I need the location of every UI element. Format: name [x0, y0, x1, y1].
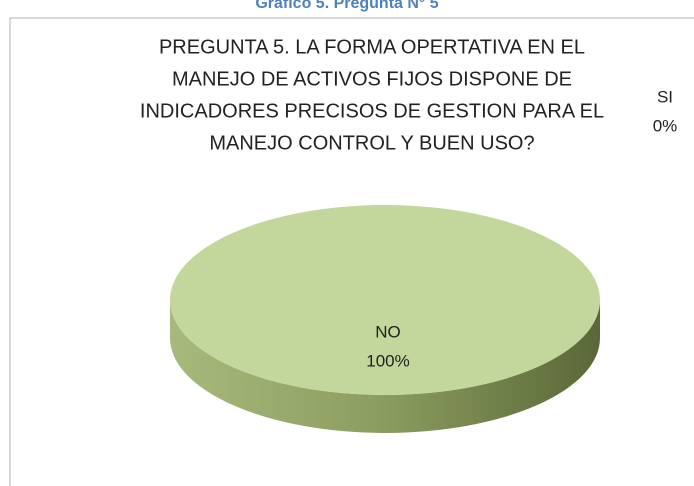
chart-title: INDICADORES PRECISOS DE GESTION PARA EL	[140, 100, 604, 122]
value-label: 0%	[653, 116, 678, 135]
caption: Gráfico 5. Pregunta N° 5	[255, 0, 438, 12]
pie-side	[170, 300, 600, 433]
category-label: SI	[657, 87, 673, 106]
category-label: NO	[375, 322, 401, 341]
pie-slice	[170, 205, 600, 395]
value-label: 100%	[366, 351, 409, 370]
chart-title: MANEJO DE ACTIVOS FIJOS DISPONE DE	[172, 68, 572, 90]
chart-title: PREGUNTA 5. LA FORMA OPERTATIVA EN EL	[159, 36, 585, 58]
chart-title: MANEJO CONTROL Y BUEN USO?	[209, 132, 534, 154]
